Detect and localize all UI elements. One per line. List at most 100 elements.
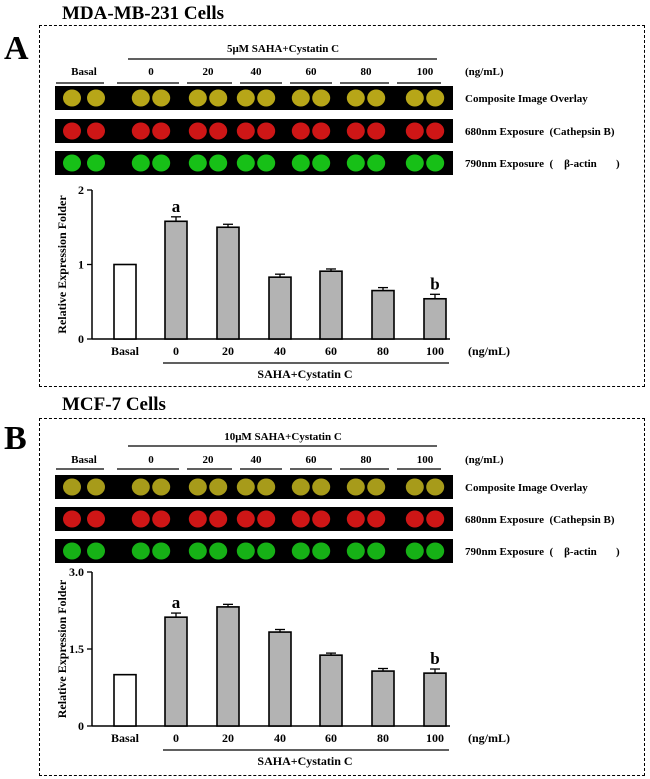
panel-b-blot-spot xyxy=(236,542,255,560)
panel-a-bar xyxy=(164,220,188,340)
panel-a-blot-spot xyxy=(209,122,228,140)
panel-a-blot-spot xyxy=(209,154,228,172)
panel-b-blot-spot xyxy=(426,542,445,560)
panel-b-x-unit-label: (ng/mL) xyxy=(468,731,510,745)
panel-b-blot-spot xyxy=(257,510,276,528)
panel-a-x-tick-label: 100 xyxy=(426,344,444,358)
panel-b-blot-spot xyxy=(405,542,424,560)
panel-b-lane-label: 100 xyxy=(417,454,434,466)
panel-b-blot-spot xyxy=(87,478,105,496)
panel-a-blot-spot xyxy=(257,89,276,107)
panel-b-letter: B xyxy=(4,420,27,457)
panel-b-blot-spot xyxy=(312,478,331,496)
panel-a-blot-spot xyxy=(131,154,150,172)
panel-a-letter: A xyxy=(4,30,29,67)
panel-a-bar xyxy=(268,276,292,340)
panel-b-blot-spot xyxy=(188,542,207,560)
panel-a-frame xyxy=(39,25,645,387)
panel-b-bar xyxy=(216,606,240,727)
panel-b-frame xyxy=(39,418,645,776)
panel-b-y-axis-label: Relative Expression Folder xyxy=(55,579,69,718)
panel-a-unit-label: (ng/mL) xyxy=(465,66,504,78)
panel-a-lane-label: Basal xyxy=(71,66,97,78)
panel-b-blot-spot xyxy=(63,542,81,560)
panel-b-blot-spot xyxy=(367,510,386,528)
panel-b-lane-label: Basal xyxy=(71,454,97,466)
panel-b-blot-spot xyxy=(209,478,228,496)
panel-b-bar xyxy=(164,616,188,727)
panel-b-blot-spot xyxy=(63,510,81,528)
panel-a-x-tick-label: 20 xyxy=(222,344,234,358)
panel-b-blot-spot xyxy=(63,478,81,496)
panel-b-lane-label: 80 xyxy=(361,454,373,466)
panel-b-blot-spot xyxy=(257,478,276,496)
panel-a-x-tick-label: Basal xyxy=(111,344,140,358)
panel-a-lane-label: 100 xyxy=(417,66,434,78)
panel-a-blot-spot xyxy=(63,154,81,172)
panel-a-y-axis-label: Relative Expression Folder xyxy=(55,195,69,334)
panel-b-significance-mark: b xyxy=(430,649,439,668)
panel-a-y-tick-label: 2 xyxy=(78,183,84,197)
panel-a-x-tick-label: 60 xyxy=(325,344,337,358)
panel-a-x-group-label: SAHA+Cystatin C xyxy=(257,367,352,381)
panel-a-blot-spot xyxy=(367,154,386,172)
panel-a-lane-label: 60 xyxy=(306,66,318,78)
panel-a-blot-spot xyxy=(426,154,445,172)
panel-b-blot-spot xyxy=(188,510,207,528)
panel-a-blot-spot xyxy=(87,154,105,172)
panel-a-blot-spot xyxy=(236,89,255,107)
panel-a-blot-spot xyxy=(346,154,365,172)
panel-a-row-label: 790nm Exposure ( β-actin ) xyxy=(465,158,620,170)
panel-b-blot-spot xyxy=(152,542,171,560)
panel-a-bar xyxy=(319,270,343,340)
panel-b-blot-spot xyxy=(291,510,310,528)
panel-b-x-tick-label: 20 xyxy=(222,731,234,745)
panel-a-x-tick-label: 80 xyxy=(377,344,389,358)
panel-a-x-tick-label: 40 xyxy=(274,344,286,358)
panel-b-row-label: Composite Image Overlay xyxy=(465,482,588,494)
panel-a-y-tick-label: 1 xyxy=(78,258,84,272)
panel-a-x-tick-label: 0 xyxy=(173,344,179,358)
panel-a-blot-spot xyxy=(257,154,276,172)
panel-a-significance-mark: a xyxy=(172,197,181,216)
panel-a-blot-spot xyxy=(209,89,228,107)
panel-b-blot-spot xyxy=(257,542,276,560)
panel-b-blot-spot xyxy=(367,542,386,560)
panel-a-lane-label: 80 xyxy=(361,66,373,78)
panel-b-blot-spot xyxy=(405,478,424,496)
panel-a-blot-spot xyxy=(152,89,171,107)
panel-b-blot-spot xyxy=(209,542,228,560)
panel-a-blot-spot xyxy=(188,89,207,107)
panel-a-blot-spot xyxy=(405,122,424,140)
panel-a-blot-spot xyxy=(87,89,105,107)
panel-a-blot-spot xyxy=(291,122,310,140)
panel-b-x-tick-label: 80 xyxy=(377,731,389,745)
panel-b-bar xyxy=(268,631,292,727)
panel-b-blot-spot xyxy=(188,478,207,496)
panel-a-blot-spot xyxy=(426,89,445,107)
panel-b-blot-spot xyxy=(87,542,105,560)
panel-a-bar xyxy=(423,297,447,340)
panel-a-blot-spot xyxy=(291,154,310,172)
panel-a-blot-spot xyxy=(131,122,150,140)
panel-b-bar xyxy=(423,672,447,727)
panel-b-blot-spot xyxy=(367,478,386,496)
panel-a-lane-label: 0 xyxy=(148,66,154,78)
panel-a-cell-title: MDA-MB-231 Cells xyxy=(62,3,224,24)
panel-b-blot-spot xyxy=(346,478,365,496)
panel-b-bar xyxy=(319,654,343,727)
panel-a-blot-spot xyxy=(257,122,276,140)
panel-a-blot-spot xyxy=(236,122,255,140)
panel-b-x-tick-label: Basal xyxy=(111,731,140,745)
panel-b-blot-spot xyxy=(426,510,445,528)
panel-a-blot-spot xyxy=(405,89,424,107)
panel-b-bar xyxy=(371,670,395,727)
panel-b-significance-mark: a xyxy=(172,593,181,612)
panel-b-x-group-label: SAHA+Cystatin C xyxy=(257,754,352,768)
panel-b-blot-spot xyxy=(152,510,171,528)
panel-a-blot-spot xyxy=(405,154,424,172)
panel-a-row-label: Composite Image Overlay xyxy=(465,93,588,105)
panel-a-blot-spot xyxy=(236,154,255,172)
panel-b-blot-spot xyxy=(236,510,255,528)
panel-a-blot-spot xyxy=(152,122,171,140)
